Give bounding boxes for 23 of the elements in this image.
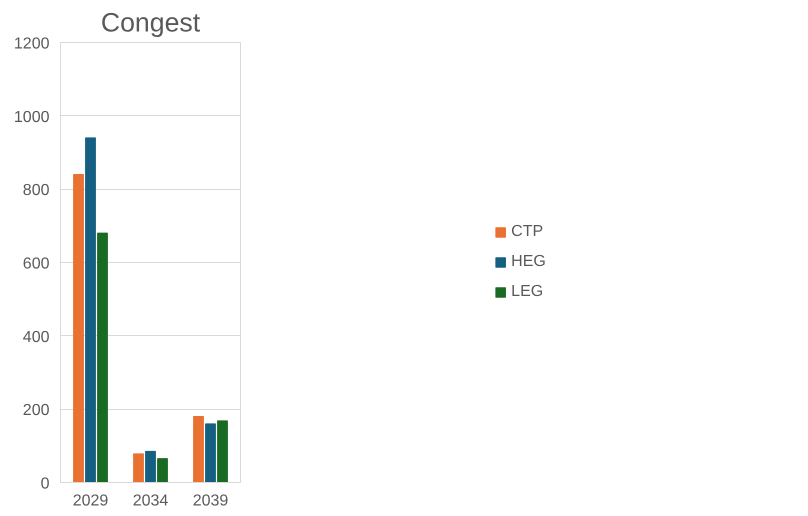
y-tick-label: 800 xyxy=(22,182,50,200)
y-tick-label: 0 xyxy=(40,476,50,492)
bar xyxy=(97,232,108,482)
bar xyxy=(85,137,96,482)
bar xyxy=(133,453,144,482)
bar xyxy=(193,416,204,482)
legend-label: CTP xyxy=(511,223,544,241)
y-tick-label: 400 xyxy=(22,328,50,346)
bar xyxy=(145,450,156,482)
chart-title: Congest xyxy=(100,8,201,38)
y-tick-label: 1200 xyxy=(14,36,50,52)
bar xyxy=(217,420,228,482)
y-tick-label: 200 xyxy=(22,402,50,420)
bar xyxy=(205,423,216,482)
legend-label: HEG xyxy=(511,253,546,271)
x-tick-label: 2034 xyxy=(132,492,168,510)
bar xyxy=(73,174,84,482)
y-tick-label: 600 xyxy=(22,256,50,272)
y-tick-label: 1000 xyxy=(14,108,50,126)
x-tick-label: 2039 xyxy=(192,492,228,510)
x-tick-label: 2029 xyxy=(72,492,108,510)
bar xyxy=(157,458,168,482)
legend-label: LEG xyxy=(511,283,544,301)
